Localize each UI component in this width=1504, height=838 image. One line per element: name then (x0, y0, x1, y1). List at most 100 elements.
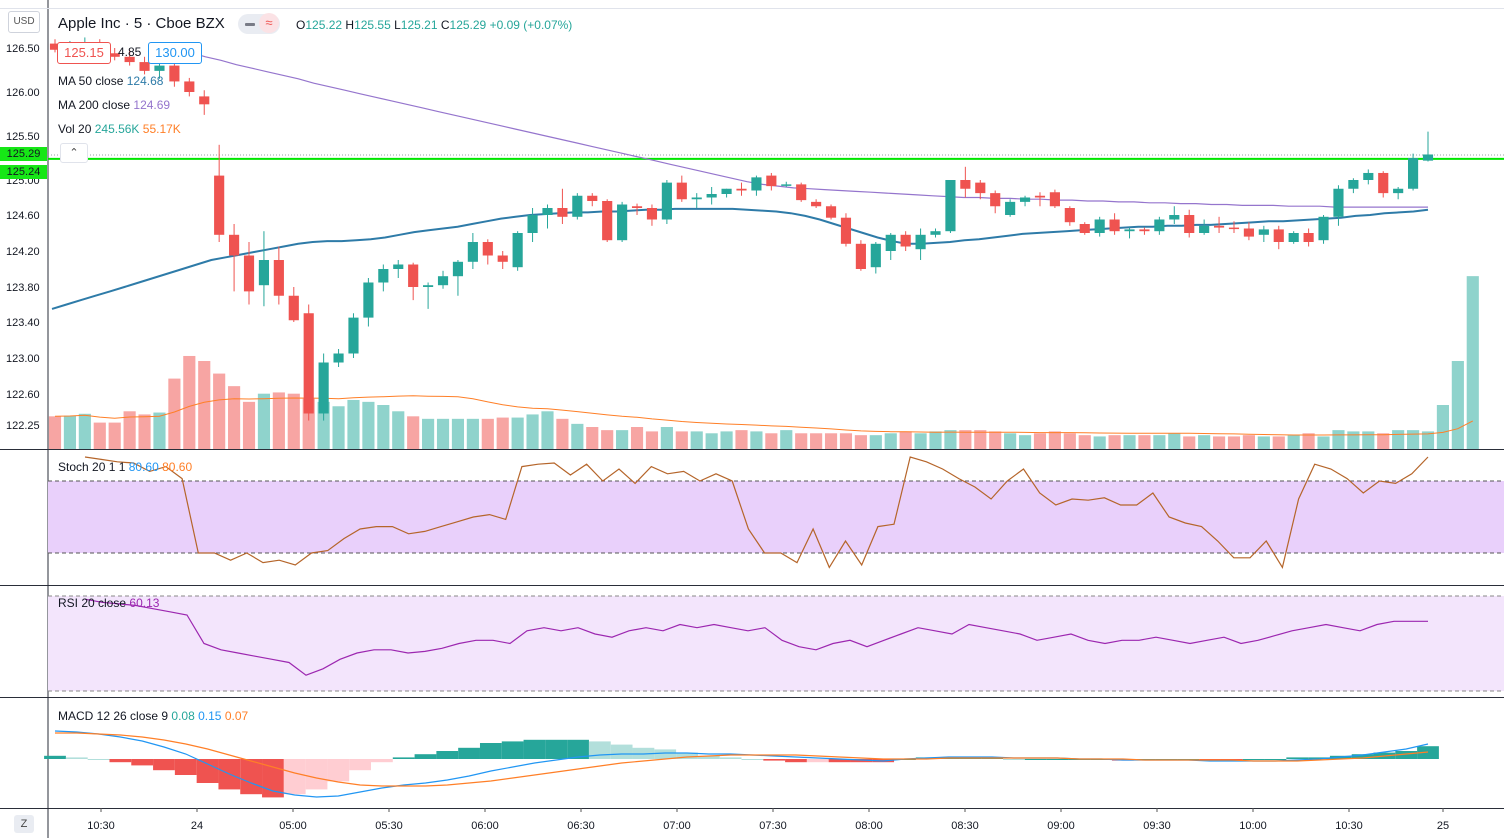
macd-histogram-bar (1286, 757, 1309, 759)
eye-off-icon (245, 23, 255, 26)
candle-body (825, 206, 837, 218)
macd-histogram-bar (719, 757, 742, 759)
candle-body (1079, 224, 1090, 233)
volume-bar (839, 433, 853, 449)
candle-body (796, 184, 807, 201)
currency-badge[interactable]: USD (8, 11, 40, 33)
candle-body (467, 242, 478, 262)
candle-body (721, 188, 732, 194)
rsi-line (84, 598, 1428, 676)
volume-bar (1362, 431, 1375, 449)
volume-bar (645, 431, 659, 449)
candle-body (124, 56, 135, 63)
macd-histogram-bar (153, 759, 175, 771)
candle-body (1393, 188, 1404, 194)
macd-histogram-bar (523, 739, 546, 759)
candle-body (1303, 233, 1314, 242)
volume-bar (1063, 433, 1076, 449)
candle-body (243, 255, 255, 292)
macd-histogram-bar (283, 759, 306, 795)
volume-bar (422, 418, 435, 449)
ma200-legend[interactable]: MA 200 close 124.69 (58, 98, 171, 112)
volume-bar (541, 411, 554, 449)
candle-body (960, 180, 971, 189)
volume-bar (63, 415, 76, 449)
volume-bar (1138, 435, 1151, 449)
candle-body (676, 182, 687, 200)
volume-bar (690, 431, 703, 449)
macd-histogram-bar (109, 759, 132, 763)
ma50-legend[interactable]: MA 50 close 124.68 (58, 74, 164, 88)
candle-body (139, 62, 150, 71)
time-tick-label: 10:00 (1239, 820, 1267, 832)
volume-bar (496, 417, 509, 449)
time-tick-label: 07:30 (759, 820, 787, 832)
stoch-legend[interactable]: Stoch 20 1 1 80.60 80.60 (58, 460, 193, 474)
candle-body (1363, 172, 1374, 180)
volume-bar (1198, 435, 1211, 449)
candle-body (1318, 216, 1329, 241)
timezone-button[interactable]: Z (14, 815, 34, 833)
volume-bar (869, 435, 882, 449)
candle-body (1243, 228, 1254, 237)
macd-histogram-bar (65, 757, 88, 759)
time-tick-label: 05:00 (279, 820, 307, 832)
volume-bar (899, 431, 912, 449)
candle-body (408, 264, 419, 287)
macd-legend[interactable]: MACD 12 26 close 9 0.08 0.15 0.07 (58, 709, 249, 723)
volume-legend[interactable]: Vol 20 245.56K 55.17K (58, 122, 181, 136)
time-tick-label: 25 (1437, 820, 1449, 832)
chevron-up-icon[interactable]: ⌃ (60, 143, 88, 163)
candle-body (527, 215, 538, 233)
candle-body (1019, 197, 1031, 202)
volume-bar (630, 427, 644, 449)
volume-bar (228, 386, 241, 449)
volume-bar (436, 418, 450, 449)
volume-bar (272, 392, 285, 449)
candle-body (1199, 225, 1210, 233)
candle-body (855, 243, 866, 269)
volume-bar (586, 427, 599, 449)
price-tick-label: 124.20 (6, 246, 40, 258)
candle-body (1064, 208, 1075, 223)
macd-histogram-bar (327, 759, 350, 782)
candle-body (1124, 229, 1135, 232)
volume-bar (1436, 405, 1449, 449)
candle-body (900, 234, 911, 247)
price-tick-label: 122.60 (6, 389, 40, 401)
volume-bar (959, 430, 972, 449)
candle-body (811, 201, 822, 207)
volume-bar (198, 361, 211, 449)
macd-histogram-bar (763, 759, 786, 761)
candle-body (1258, 229, 1269, 235)
time-tick-label: 07:00 (663, 820, 691, 832)
rsi-legend[interactable]: RSI 20 close 60.13 (58, 596, 160, 610)
volume-bar (1347, 431, 1360, 449)
volume-bar (795, 433, 808, 449)
candle-body (423, 285, 434, 287)
visibility-toggle[interactable]: ≈ (238, 13, 280, 34)
volume-bar (1004, 433, 1017, 449)
candle-body (1094, 219, 1105, 233)
macd-histogram-bar (479, 743, 502, 759)
candle-body (393, 264, 404, 269)
volume-bar (810, 433, 823, 449)
macd-histogram-bar (741, 759, 764, 760)
volume-bar (1421, 431, 1435, 449)
sell-button[interactable]: 125.15 (57, 42, 111, 64)
macd-histogram-bar (174, 759, 197, 775)
volume-bar (929, 431, 942, 449)
candle-body (1169, 215, 1180, 220)
buy-button[interactable]: 130.00 (148, 42, 202, 64)
candle-body (572, 195, 583, 217)
ma200-line (189, 51, 1428, 208)
volume-bar (48, 416, 62, 449)
macd-histogram-bar (654, 749, 677, 759)
volume-bar (780, 430, 793, 449)
volume-bar (1153, 435, 1166, 449)
volume-bar (108, 422, 121, 449)
price-tick-label: 126.50 (6, 43, 40, 55)
macd-histogram-bar (545, 739, 568, 759)
time-tick-label: 08:00 (855, 820, 883, 832)
